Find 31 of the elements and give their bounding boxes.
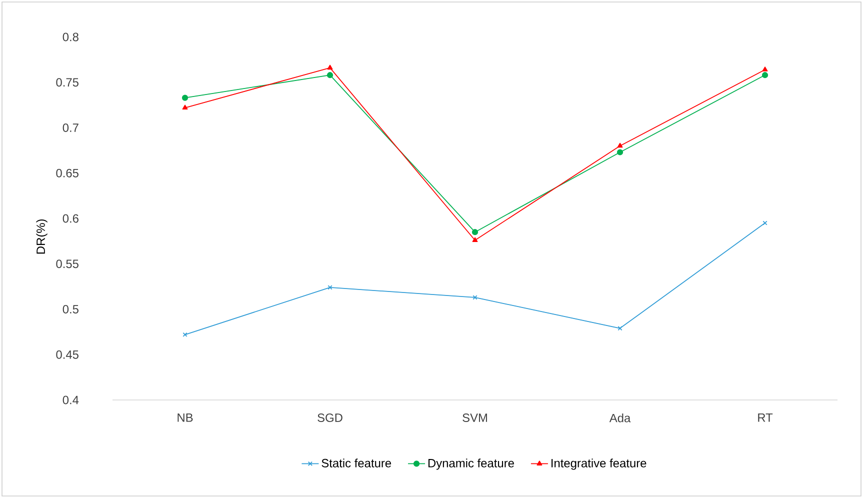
- y-tick-label: 0.45: [56, 350, 78, 359]
- y-tick-label: 0.7: [62, 124, 78, 132]
- point: [182, 104, 188, 110]
- point: [328, 285, 332, 290]
- point: [762, 66, 768, 72]
- y-tick-label: 0.4: [62, 396, 79, 404]
- y-tick-label: 0.6: [62, 214, 78, 223]
- x-tick-label: SVM: [462, 414, 487, 422]
- point: [472, 229, 478, 236]
- x-tick-label: Ada: [609, 414, 631, 422]
- legend-label: Static feature: [322, 458, 392, 468]
- x-tick-label: RT: [758, 414, 773, 422]
- x-tick-label: NB: [178, 414, 193, 422]
- y-tick-label: 0.8: [62, 32, 78, 42]
- y-tick-label: 0.5: [62, 305, 78, 314]
- point: [762, 72, 768, 78]
- point: [182, 94, 188, 101]
- point: [472, 295, 478, 300]
- legend-label: Integrative feature: [552, 458, 646, 470]
- y-tick-label: 0.55: [56, 260, 78, 268]
- point: [616, 149, 624, 156]
- point: [618, 326, 622, 331]
- y-tick-label: 0.65: [56, 168, 78, 178]
- point: [327, 64, 333, 70]
- legend-label: Dynamic feature: [428, 458, 514, 470]
- point: [617, 142, 623, 148]
- point: [326, 72, 334, 78]
- x-tick-label: SGD: [318, 414, 342, 422]
- point: [472, 237, 478, 242]
- y-axis-title: DR(%): [36, 219, 48, 254]
- y-tick-label: 0.75: [56, 78, 78, 87]
